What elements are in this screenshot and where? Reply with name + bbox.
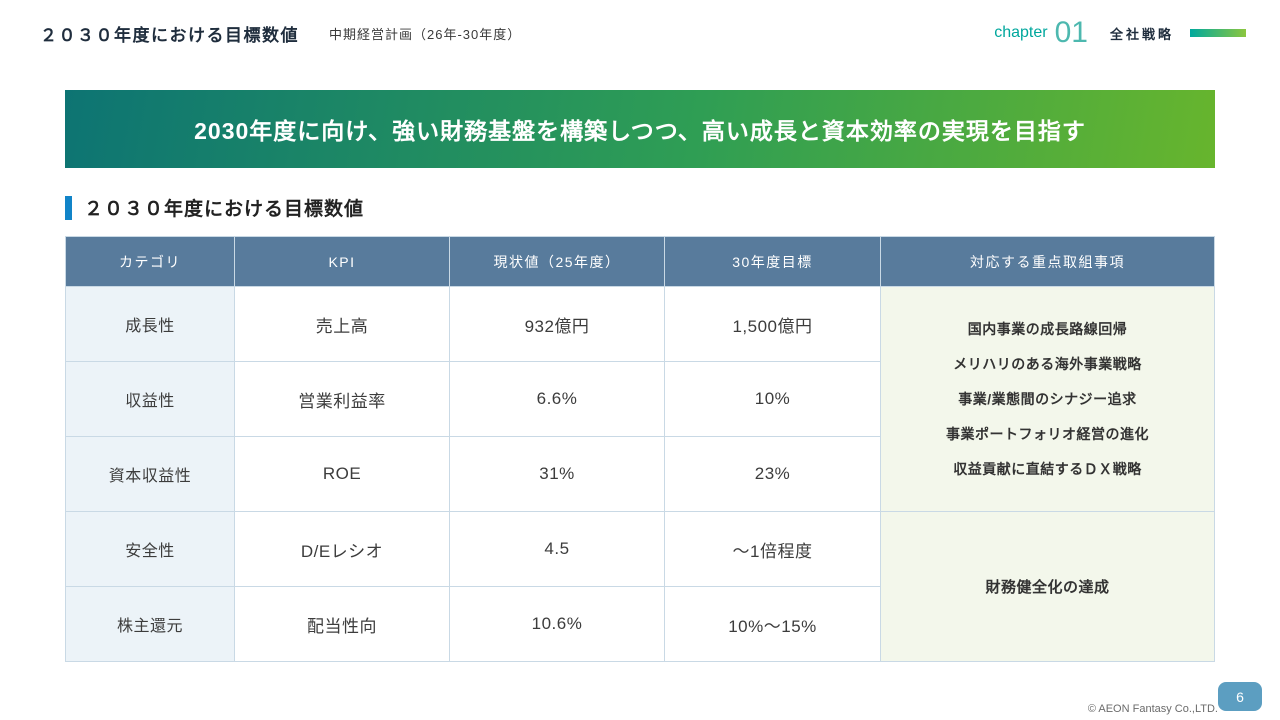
initiatives-list: 国内事業の成長路線回帰 メリハリのある海外事業戦略 事業/業態間のシナジー追求 … bbox=[881, 319, 1214, 479]
cell-target: 10% bbox=[664, 361, 881, 437]
cell-current: 4.5 bbox=[449, 511, 665, 587]
section-title: ２０３０年度における目標数値 bbox=[84, 199, 365, 220]
cell-target: ～1倍程度 bbox=[664, 511, 881, 587]
heading-accent-bar bbox=[65, 195, 72, 220]
chapter-number: 01 bbox=[1054, 16, 1088, 49]
initiative-finance: 財務健全化の達成 bbox=[985, 579, 1110, 596]
kpi-table: カテゴリ KPI 現状値（25年度） 30年度目標 対応する重点取組事項 成長性… bbox=[65, 236, 1215, 662]
cell-kpi: 売上高 bbox=[234, 286, 450, 362]
col-header-target: 30年度目標 bbox=[664, 236, 881, 287]
cell-kpi: 配当性向 bbox=[234, 586, 450, 662]
header-accent-bar bbox=[1190, 29, 1246, 37]
cell-kpi: 営業利益率 bbox=[234, 361, 450, 437]
initiative-item: メリハリのある海外事業戦略 bbox=[953, 356, 1142, 372]
headline-banner: 2030年度に向け、強い財務基盤を構築しつつ、高い成長と資本効率の実現を目指す bbox=[65, 90, 1215, 168]
cell-current: 6.6% bbox=[449, 361, 665, 437]
cell-current: 932億円 bbox=[449, 286, 665, 362]
cell-category: 収益性 bbox=[65, 361, 235, 437]
table-row-capital-efficiency: 資本収益性 ROE 31% 23% bbox=[65, 436, 1215, 512]
table-row-safety: 安全性 D/Eレシオ 4.5 ～1倍程度 財務健全化の達成 bbox=[65, 511, 1215, 662]
table-row-shareholder-return: 株主還元 配当性向 10.6% 10%～15% bbox=[65, 586, 1215, 662]
page-title: ２０３０年度における目標数値 bbox=[40, 25, 299, 45]
initiative-item: 事業ポートフォリオ経営の進化 bbox=[946, 426, 1149, 442]
initiatives-finance-cell: 財務健全化の達成 bbox=[880, 511, 1215, 662]
initiative-item: 国内事業の成長路線回帰 bbox=[967, 321, 1128, 337]
col-header-category: カテゴリ bbox=[65, 236, 235, 287]
headline-text: 2030年度に向け、強い財務基盤を構築しつつ、高い成長と資本効率の実現を目指す bbox=[194, 118, 1086, 144]
cell-target: 10%～15% bbox=[664, 586, 881, 662]
cell-category: 資本収益性 bbox=[65, 436, 235, 512]
table-row-growth: 成長性 売上高 932億円 1,500億円 国内事業の成長路線回帰 メリハリのあ… bbox=[65, 286, 1215, 512]
table-row-profitability: 収益性 営業利益率 6.6% 10% bbox=[65, 361, 1215, 437]
page-number: 6 bbox=[1236, 688, 1244, 705]
table-header-row: カテゴリ KPI 現状値（25年度） 30年度目標 対応する重点取組事項 bbox=[65, 236, 1215, 287]
section-heading: ２０３０年度における目標数値 bbox=[65, 194, 364, 221]
page-number-badge: 6 bbox=[1218, 682, 1262, 711]
initiatives-growth-cell: 国内事業の成長路線回帰 メリハリのある海外事業戦略 事業/業態間のシナジー追求 … bbox=[880, 286, 1215, 512]
slide-header: ２０３０年度における目標数値 中期経営計画（26年-30年度） chapter … bbox=[0, 0, 1280, 66]
cell-category: 成長性 bbox=[65, 286, 235, 362]
cell-kpi: D/Eレシオ bbox=[234, 511, 450, 587]
cell-category: 安全性 bbox=[65, 511, 235, 587]
copyright-text: © AEON Fantasy Co.,LTD. bbox=[1087, 703, 1218, 715]
initiative-item: 事業/業態間のシナジー追求 bbox=[958, 391, 1137, 407]
cell-current: 31% bbox=[449, 436, 665, 512]
cell-target: 23% bbox=[664, 436, 881, 512]
chapter-label: chapter bbox=[994, 24, 1048, 41]
col-header-initiatives: 対応する重点取組事項 bbox=[880, 236, 1215, 287]
initiative-item: 収益貢献に直結するＤＸ戦略 bbox=[953, 461, 1142, 477]
cell-kpi: ROE bbox=[234, 436, 450, 512]
cell-category: 株主還元 bbox=[65, 586, 235, 662]
header-right: chapter 01 全社戦略 bbox=[994, 16, 1246, 50]
col-header-kpi: KPI bbox=[234, 236, 450, 287]
cell-target: 1,500億円 bbox=[664, 286, 881, 362]
page-subtitle: 中期経営計画（26年-30年度） bbox=[329, 26, 522, 42]
cell-current: 10.6% bbox=[449, 586, 665, 662]
col-header-current: 現状値（25年度） bbox=[449, 236, 665, 287]
strategy-tagline: 全社戦略 bbox=[1109, 26, 1174, 42]
